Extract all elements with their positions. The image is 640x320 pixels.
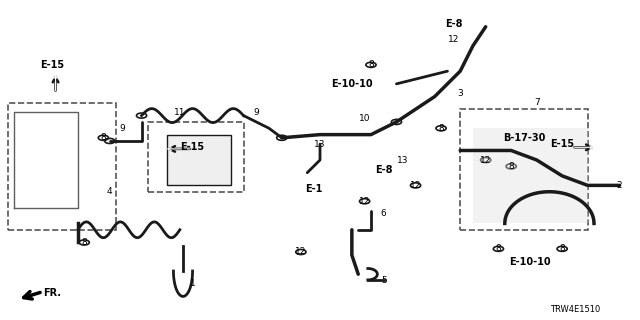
Text: E-8: E-8 xyxy=(375,164,392,174)
Text: 9: 9 xyxy=(120,124,125,133)
Text: 7: 7 xyxy=(534,99,540,108)
Text: 5: 5 xyxy=(381,276,387,285)
Text: 10: 10 xyxy=(359,114,371,123)
Text: 2: 2 xyxy=(617,181,622,190)
Text: 6: 6 xyxy=(381,209,387,219)
Text: 8: 8 xyxy=(495,244,501,253)
Text: E-15: E-15 xyxy=(550,139,574,149)
Text: 8: 8 xyxy=(100,133,106,142)
Text: 13: 13 xyxy=(314,140,326,148)
Text: 8: 8 xyxy=(508,162,514,171)
Text: E-15: E-15 xyxy=(40,60,65,70)
Text: 1: 1 xyxy=(189,279,195,288)
Bar xyxy=(167,135,231,185)
Text: TRW4E1510: TRW4E1510 xyxy=(550,305,600,314)
Text: 12: 12 xyxy=(295,247,307,257)
Text: 13: 13 xyxy=(397,156,408,164)
Text: E-8: E-8 xyxy=(445,19,463,28)
Text: E-1: E-1 xyxy=(305,184,323,194)
Text: 8: 8 xyxy=(438,124,444,133)
Text: 12: 12 xyxy=(359,197,371,206)
Text: FR.: FR. xyxy=(44,288,61,298)
Text: 9: 9 xyxy=(253,108,259,117)
Text: 12: 12 xyxy=(410,181,421,190)
Text: 11: 11 xyxy=(174,108,186,117)
Text: 4: 4 xyxy=(107,187,113,196)
Text: 12: 12 xyxy=(480,156,492,164)
Text: E-10-10: E-10-10 xyxy=(331,79,372,89)
Text: E-15: E-15 xyxy=(180,142,205,152)
Text: 3: 3 xyxy=(458,89,463,98)
Text: 8: 8 xyxy=(81,238,87,247)
Text: 8: 8 xyxy=(559,244,565,253)
Text: 12: 12 xyxy=(448,35,460,44)
Text: 8: 8 xyxy=(368,60,374,69)
Text: B-17-30: B-17-30 xyxy=(503,133,545,143)
Text: E-10-10: E-10-10 xyxy=(509,257,551,267)
